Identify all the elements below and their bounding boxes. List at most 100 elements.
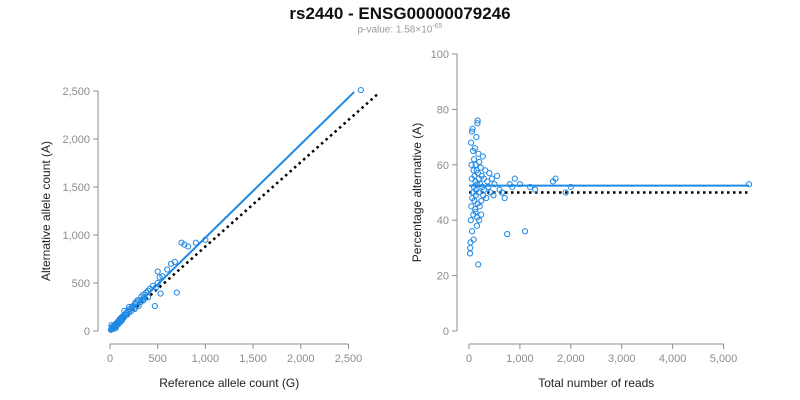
- x-tick-label: 2,500: [335, 353, 363, 365]
- data-point: [473, 222, 480, 229]
- x-tick-label: 2,000: [287, 353, 315, 365]
- data-point: [474, 117, 481, 124]
- data-point: [482, 167, 489, 174]
- data-point: [467, 244, 474, 251]
- data-point: [472, 208, 479, 215]
- data-point: [471, 145, 478, 152]
- data-point: [476, 158, 483, 166]
- data-point: [470, 236, 477, 243]
- data-point: [484, 178, 491, 185]
- data-point: [135, 302, 142, 310]
- y-tick-label: 20: [437, 271, 449, 283]
- data-point: [468, 128, 476, 135]
- data-point: [483, 194, 490, 202]
- data-point: [526, 183, 534, 191]
- chart-panel-1: 0 500 1,000 1,500 2,000 2,500 0 500 1,000 1,500 2,…: [39, 86, 380, 390]
- x-tick-label: 1,500: [239, 353, 267, 365]
- data-point: [493, 172, 501, 179]
- data-point: [552, 175, 559, 182]
- data-point: [476, 217, 483, 224]
- data-point: [125, 303, 133, 311]
- data-point: [475, 261, 482, 268]
- data-point: [140, 297, 147, 304]
- data-point: [108, 322, 115, 329]
- data-point: [145, 287, 152, 294]
- data-point: [498, 189, 506, 196]
- data-point: [173, 289, 180, 296]
- data-point: [157, 290, 164, 297]
- y-tick-label: 1,000: [62, 230, 90, 242]
- data-point: [467, 217, 474, 224]
- data-point: [121, 311, 128, 318]
- data-point: [145, 294, 152, 301]
- data-point: [473, 134, 480, 141]
- data-point: [131, 305, 138, 313]
- data-point: [479, 153, 486, 160]
- data-point: [486, 170, 493, 177]
- data-point: [516, 181, 524, 188]
- data-point: [472, 206, 479, 213]
- data-point: [470, 167, 477, 174]
- chart-panel-2: 0 20 40 60 80 100 0 1,000 2,000 3,000 4,000 5,000 To…: [410, 49, 753, 390]
- y-tick-label: 0: [84, 326, 90, 338]
- data-point: [745, 181, 753, 188]
- data-point: [474, 181, 481, 188]
- data-point: [468, 161, 475, 168]
- data-point: [357, 86, 364, 94]
- y-tick-label: 1,500: [62, 182, 90, 194]
- y-tick-label: 40: [437, 215, 449, 227]
- x-tick-label: 0: [466, 353, 472, 365]
- data-point: [156, 274, 163, 281]
- data-point: [125, 307, 132, 314]
- data-point: [164, 266, 171, 273]
- x-axis-label: Reference allele count (G): [159, 376, 299, 390]
- data-point: [151, 302, 158, 310]
- subtitle-exponent: -65: [432, 23, 443, 30]
- x-tick-label: 3,000: [608, 353, 636, 365]
- data-point: [466, 250, 474, 257]
- x-tick-label: 4,000: [659, 353, 687, 365]
- data-point: [159, 273, 166, 280]
- chart-title: rs2440 - ENSG00000079246: [289, 4, 511, 23]
- y-axis-label: Percentage alternative (A): [410, 123, 424, 262]
- data-point: [488, 175, 496, 182]
- data-point: [192, 239, 199, 246]
- x-axis-label: Total number of reads: [538, 376, 654, 390]
- data-point: [509, 183, 516, 191]
- x-tick-label: 0: [107, 353, 113, 365]
- data-point: [478, 211, 485, 218]
- x-tick-label: 2,000: [557, 353, 585, 365]
- y-tick-label: 2,000: [62, 134, 90, 146]
- data-point: [202, 236, 209, 243]
- data-point: [567, 183, 574, 191]
- data-point: [521, 228, 529, 235]
- data-point: [562, 189, 569, 196]
- data-point: [511, 175, 518, 182]
- data-point: [475, 150, 482, 157]
- y-axis-label: Alternative allele count (A): [39, 141, 53, 281]
- y-tick-label: 80: [437, 104, 449, 116]
- chart-subtitle: p-value: 1.58×10-65: [0, 23, 800, 35]
- y-tick-label: 0: [443, 326, 449, 338]
- data-point: [474, 120, 481, 127]
- data-point: [110, 325, 117, 332]
- data-point: [112, 325, 119, 332]
- data-point: [490, 192, 497, 199]
- x-tick-label: 5,000: [710, 353, 738, 365]
- data-point: [185, 243, 192, 250]
- data-point: [476, 203, 483, 210]
- data-point: [154, 268, 161, 275]
- data-point: [481, 186, 488, 193]
- y-tick-label: 100: [431, 49, 449, 61]
- data-point: [501, 194, 508, 202]
- y-tick-label: 60: [437, 160, 449, 172]
- data-point: [171, 258, 178, 265]
- data-point: [154, 279, 161, 287]
- data-point: [504, 230, 511, 238]
- data-point: [478, 197, 485, 204]
- data-point: [475, 189, 482, 196]
- x-tick-label: 500: [149, 353, 167, 365]
- data-point: [467, 139, 475, 146]
- data-point: [485, 183, 492, 191]
